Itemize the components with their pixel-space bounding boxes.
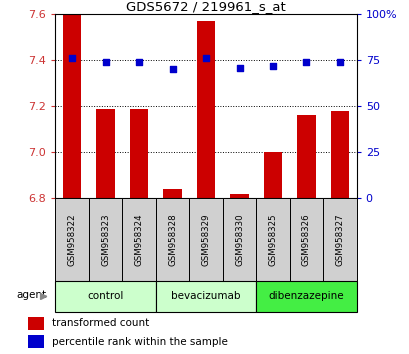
Text: GSM958322: GSM958322 [67,213,76,266]
Text: GSM958328: GSM958328 [168,213,177,266]
Text: GSM958323: GSM958323 [101,213,110,266]
Point [169,67,175,72]
Point [202,56,209,61]
Bar [28,317,44,330]
Text: GSM958329: GSM958329 [201,213,210,266]
Bar [55,281,155,312]
Bar [89,198,122,281]
Point [302,59,309,65]
Bar [122,198,155,281]
Bar [28,335,44,348]
Bar [155,198,189,281]
Bar [330,111,348,198]
Text: GSM958326: GSM958326 [301,213,310,266]
Text: control: control [87,291,124,302]
Text: dibenzazepine: dibenzazepine [268,291,344,302]
Bar [155,281,256,312]
Title: GDS5672 / 219961_s_at: GDS5672 / 219961_s_at [126,0,285,13]
Bar [289,198,322,281]
Bar [55,198,89,281]
Bar [256,198,289,281]
Bar [63,14,81,198]
Text: transformed count: transformed count [52,318,149,328]
Bar [163,189,181,198]
Bar [297,115,315,198]
Bar [222,198,256,281]
Point [336,59,342,65]
Bar [256,281,356,312]
Bar [322,198,356,281]
Text: GSM958330: GSM958330 [234,213,243,266]
Text: GSM958324: GSM958324 [134,213,143,266]
Bar [230,194,248,198]
Point [236,65,242,70]
Bar [196,21,215,198]
Bar [189,198,222,281]
Text: GSM958325: GSM958325 [268,213,277,266]
Point [135,59,142,65]
Point [69,56,75,61]
Bar [263,152,281,198]
Text: percentile rank within the sample: percentile rank within the sample [52,337,227,347]
Text: GSM958327: GSM958327 [335,213,344,266]
Bar [96,109,115,198]
Bar [130,109,148,198]
Point [269,63,276,69]
Point [102,59,109,65]
Text: agent: agent [16,290,47,300]
Text: bevacizumab: bevacizumab [171,291,240,302]
